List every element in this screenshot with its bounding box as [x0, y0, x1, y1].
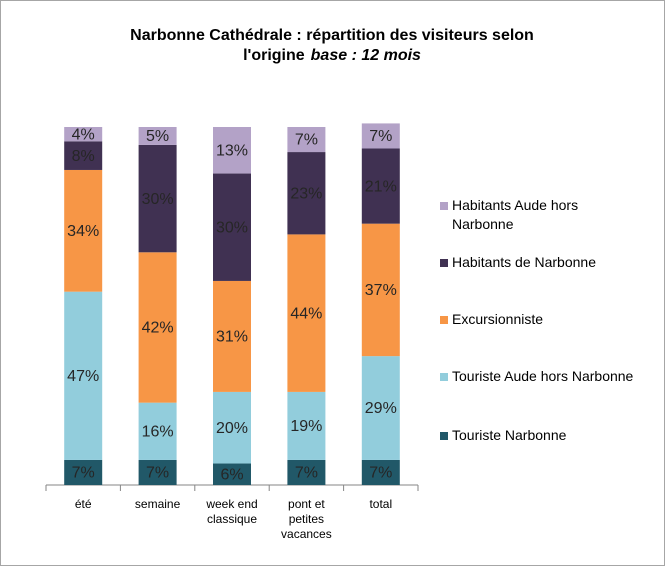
bar-segment — [213, 173, 251, 281]
legend-swatch — [440, 316, 448, 324]
bar-segment — [64, 291, 103, 460]
bar-segment — [213, 463, 251, 485]
data-label: 23% — [290, 185, 322, 202]
legend-label: Touriste Aude hors Narbonne — [452, 368, 634, 384]
bar-segment — [287, 127, 326, 153]
data-label: 16% — [142, 424, 174, 441]
bar-segment — [361, 459, 400, 485]
data-label: 29% — [365, 400, 397, 417]
legend-swatch — [440, 259, 448, 267]
data-label: 8% — [72, 148, 95, 165]
data-label: 7% — [369, 128, 392, 145]
bar-segment — [64, 141, 103, 170]
legend-item: Habitants Aude hors Narbonne — [440, 196, 640, 234]
data-label: 47% — [67, 368, 99, 385]
bar-segment — [64, 459, 103, 485]
chart-title: Narbonne Cathédrale : répartition des vi… — [92, 26, 572, 66]
legend-label: Excursionniste — [452, 311, 544, 327]
legend-label: Touriste Narbonne — [452, 427, 567, 443]
data-label: 34% — [67, 223, 99, 240]
bar-segment — [361, 356, 400, 460]
bar-segment — [213, 391, 251, 464]
data-label: 13% — [216, 142, 248, 159]
legend-item: Touriste Aude hors Narbonne — [440, 367, 640, 386]
legend-swatch — [440, 432, 448, 440]
data-label: 30% — [216, 219, 248, 236]
data-label: 7% — [295, 132, 318, 149]
bar-segment — [213, 127, 251, 174]
data-label: 7% — [146, 465, 169, 482]
x-tick-label: week end classique — [206, 497, 258, 526]
bar-segment — [361, 223, 400, 357]
bar-segment — [138, 459, 177, 485]
x-tick-label: pont et petites vacances — [281, 497, 332, 541]
subtitle: base : 12 mois — [310, 47, 421, 64]
data-label: 44% — [290, 305, 322, 322]
data-label: 5% — [146, 128, 169, 145]
bar-segment — [287, 152, 326, 235]
legend-label: Habitants de Narbonne — [452, 254, 596, 270]
data-label: 42% — [142, 320, 174, 337]
bar-segment — [64, 127, 103, 142]
legend-swatch — [440, 202, 448, 210]
data-label: 7% — [72, 465, 95, 482]
data-label: 30% — [142, 191, 174, 208]
data-label: 19% — [290, 418, 322, 435]
bar-segment — [138, 252, 177, 403]
legend-item: Touriste Narbonne — [440, 426, 640, 445]
legend-item: Habitants de Narbonne — [440, 253, 640, 272]
x-tick-label: total — [369, 497, 393, 511]
bar-segment — [138, 144, 177, 253]
bar-segment — [287, 391, 326, 460]
legend-label: Habitants Aude hors Narbonne — [452, 197, 579, 232]
data-label: 31% — [216, 329, 248, 346]
bar-segment — [64, 169, 103, 292]
data-label: 7% — [369, 465, 392, 482]
data-label: 21% — [365, 178, 397, 195]
bar-segment — [361, 123, 400, 149]
bar-segment — [361, 148, 400, 224]
data-label: 4% — [72, 126, 95, 143]
legend-item: Excursionniste — [440, 310, 640, 329]
x-tick-label: été — [74, 497, 92, 511]
title-text: Narbonne Cathédrale : répartition des vi… — [130, 27, 534, 64]
bar-segment — [213, 280, 251, 392]
x-tick-label: semaine — [134, 497, 181, 511]
data-label: 7% — [295, 465, 318, 482]
bar-segment — [287, 459, 326, 485]
bar-segment — [138, 402, 177, 460]
data-label: 37% — [365, 282, 397, 299]
data-label: 6% — [220, 466, 243, 483]
bar-segment — [287, 234, 326, 392]
bar-segment — [138, 127, 177, 145]
data-label: 20% — [216, 420, 248, 437]
legend-swatch — [440, 373, 448, 381]
